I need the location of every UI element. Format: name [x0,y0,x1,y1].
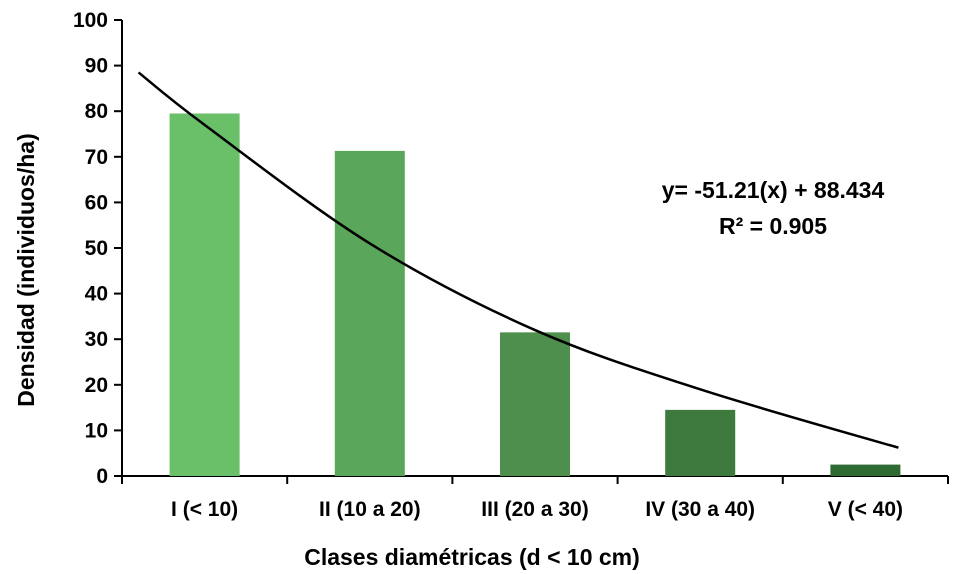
bar [169,113,240,476]
x-tick-label: I (< 10) [171,498,238,521]
y-tick-label: 40 [85,283,108,306]
y-axis: 0 10 20 30 40 50 60 70 80 90 100 [73,9,123,488]
x-tick-label: IV (30 a 40) [645,498,755,521]
y-tick-label: 50 [85,237,108,260]
x-tick-label: V (< 40) [828,498,903,521]
y-axis-title: Densidad (individuos/ha) [13,133,39,406]
bar [334,150,405,476]
bar [665,409,736,476]
trendline [137,71,899,449]
y-tick-label: 20 [85,374,108,397]
y-tick-label: 0 [96,465,108,488]
x-tick-label: II (10 a 20) [319,498,421,521]
trendline-equation: y= -51.21(x) + 88.434 [662,177,885,203]
x-axis: I (< 10) II (10 a 20) III (20 a 30) IV (30 … [121,475,949,521]
y-tick-label: 90 [85,55,108,78]
bars [169,113,901,476]
y-tick-label: 10 [85,419,108,442]
x-tick-label: III (20 a 30) [481,498,588,521]
y-tick-label: 30 [85,328,108,351]
bar [500,332,570,476]
bar [830,464,901,476]
trendline-r-squared: R² = 0.905 [719,213,827,239]
x-axis-title: Clases diamétricas (d < 10 cm) [304,544,640,570]
y-tick-label: 100 [73,9,108,32]
y-tick-label: 70 [85,146,108,169]
y-tick-label: 60 [85,191,108,214]
y-tick-label: 80 [85,100,108,123]
